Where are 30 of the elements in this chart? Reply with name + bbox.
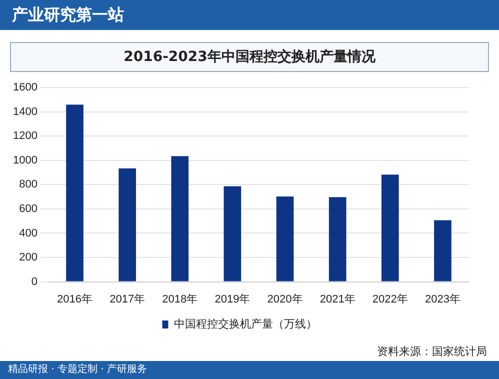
x-tick-label: 2020年 [267,293,303,306]
y-tick-label: 1400 [12,106,38,118]
bar [276,196,294,282]
x-tick-label: 2022年 [372,293,408,306]
x-tick-label: 2016年 [57,293,92,306]
x-tick-label: 2018年 [162,293,198,306]
legend-label: 中国程控交换机产量（万线） [174,317,317,330]
bar [328,197,346,282]
x-tick-label: 2017年 [110,293,146,306]
y-tick-label: 200 [19,252,38,264]
y-tick-label: 400 [19,227,38,240]
y-tick-label: 0 [31,276,38,288]
y-tick-label: 1000 [12,154,38,166]
bar [118,168,136,282]
y-tick-label: 1200 [12,130,38,142]
text: 产业研究第一站 [0,0,499,30]
text: 资料来源：国家统计局 [377,344,487,359]
y-tick-label: 600 [19,203,38,216]
y-tick-label: 800 [19,178,38,191]
bar [434,220,452,282]
text: 精品研报 · 专题定制 · 产研服务 [0,361,499,379]
bar [381,174,399,282]
x-tick-label: 2023年 [424,293,460,306]
bar [171,156,189,282]
chart-title: 2016-2023年中国程控交换机产量情况 [10,42,489,72]
y-tick-label: 1600 [12,82,38,94]
bar [224,186,242,282]
x-tick-label: 2019年 [214,293,250,306]
x-tick-label: 2021年 [320,293,356,306]
bar [66,104,84,282]
